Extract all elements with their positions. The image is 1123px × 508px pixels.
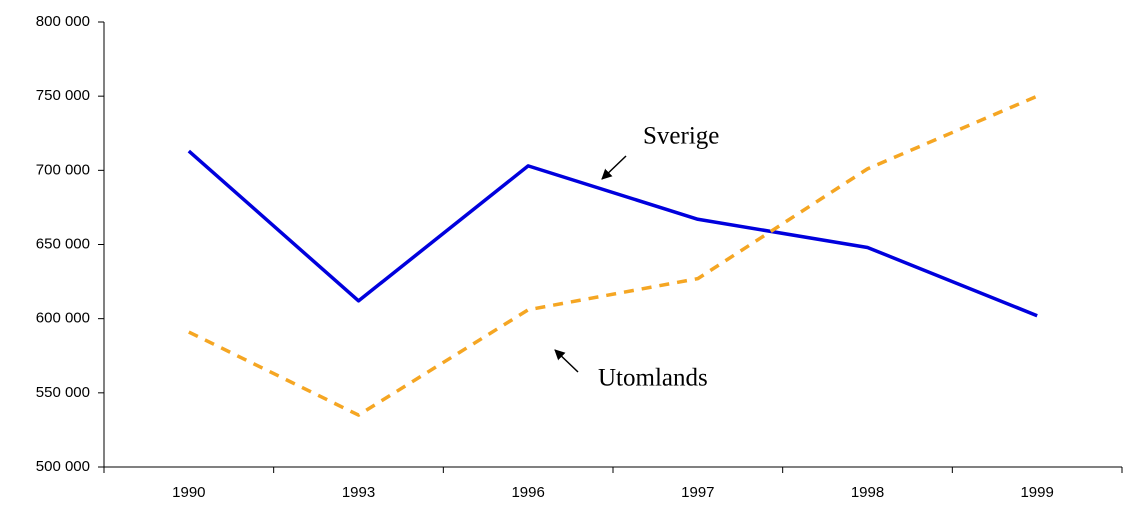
y-tick-label: 750 000 xyxy=(36,87,90,104)
y-tick-label: 800 000 xyxy=(36,13,90,30)
y-tick-label: 700 000 xyxy=(36,161,90,178)
line-series xyxy=(188,94,1038,417)
y-tick-label: 550 000 xyxy=(36,384,90,401)
x-tick-label: 1997 xyxy=(681,484,714,501)
y-tick-label: 500 000 xyxy=(36,458,90,475)
annotation-arrow xyxy=(601,155,627,180)
x-tick-label: 1996 xyxy=(511,484,544,501)
x-tick-label: 1990 xyxy=(172,484,205,501)
y-tick-label: 600 000 xyxy=(36,310,90,327)
x-tick-label: 1993 xyxy=(342,484,375,501)
annotation-arrow xyxy=(554,349,579,373)
annotation: Utomlands xyxy=(598,365,708,392)
line-series xyxy=(187,149,1038,318)
y-tick-label: 650 000 xyxy=(36,235,90,252)
x-tick-label: 1998 xyxy=(851,484,884,501)
annotation: Sverige xyxy=(643,123,719,150)
x-tick-label: 1999 xyxy=(1020,484,1053,501)
